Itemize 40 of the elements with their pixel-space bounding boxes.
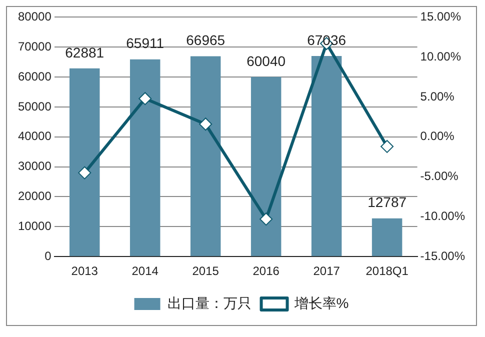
- bar: [130, 59, 160, 256]
- bar: [69, 68, 100, 256]
- bar: [311, 56, 342, 256]
- y2-tick-label: 10.00%: [420, 49, 462, 64]
- y2-tick-label: 5.00%: [420, 89, 455, 104]
- point: [78, 166, 92, 180]
- point: [260, 212, 273, 226]
- y-tick-label: 60000: [18, 69, 52, 84]
- y2-tick-label: -10.00%: [420, 209, 466, 224]
- y-tick-label: 50000: [18, 99, 52, 114]
- y-tick-label: 30000: [18, 159, 52, 174]
- legend-label: 增长率%: [293, 294, 349, 311]
- data-label: 65911: [126, 35, 164, 52]
- x-tick-label: 2013: [71, 264, 98, 278]
- x-tick-label: 2014: [132, 264, 159, 278]
- bar: [190, 56, 221, 256]
- y2-tick-label: -15.00%: [420, 248, 466, 263]
- point: [138, 92, 152, 106]
- y2-tick-label: 15.00%: [420, 10, 462, 24]
- data-label: 12787: [368, 194, 407, 210]
- point: [380, 140, 394, 153]
- point: [199, 118, 212, 131]
- x-tick-label: 2016: [252, 264, 280, 278]
- y-tick-label: 70000: [18, 39, 52, 54]
- data-label: 66965: [186, 32, 226, 48]
- y-tick-label: 0: [44, 248, 52, 263]
- y-tick-label: 80000: [18, 10, 52, 24]
- y2-tick-label: 0.00%: [420, 129, 455, 144]
- x-tick-label: 2018Q1: [366, 264, 409, 278]
- legend-label: 出口量：万只: [167, 294, 252, 311]
- bar: [372, 218, 402, 256]
- data-label: 62881: [65, 44, 104, 60]
- y-tick-label: 40000: [18, 129, 52, 144]
- x-tick-label: 2017: [313, 264, 340, 278]
- y-tick-label: 20000: [18, 189, 52, 204]
- y-tick-label: 10000: [18, 218, 52, 233]
- bar: [250, 76, 282, 256]
- y2-tick-label: -5.00%: [420, 169, 459, 184]
- x-tick-label: 2015: [192, 264, 220, 278]
- data-label: 60040: [246, 52, 286, 69]
